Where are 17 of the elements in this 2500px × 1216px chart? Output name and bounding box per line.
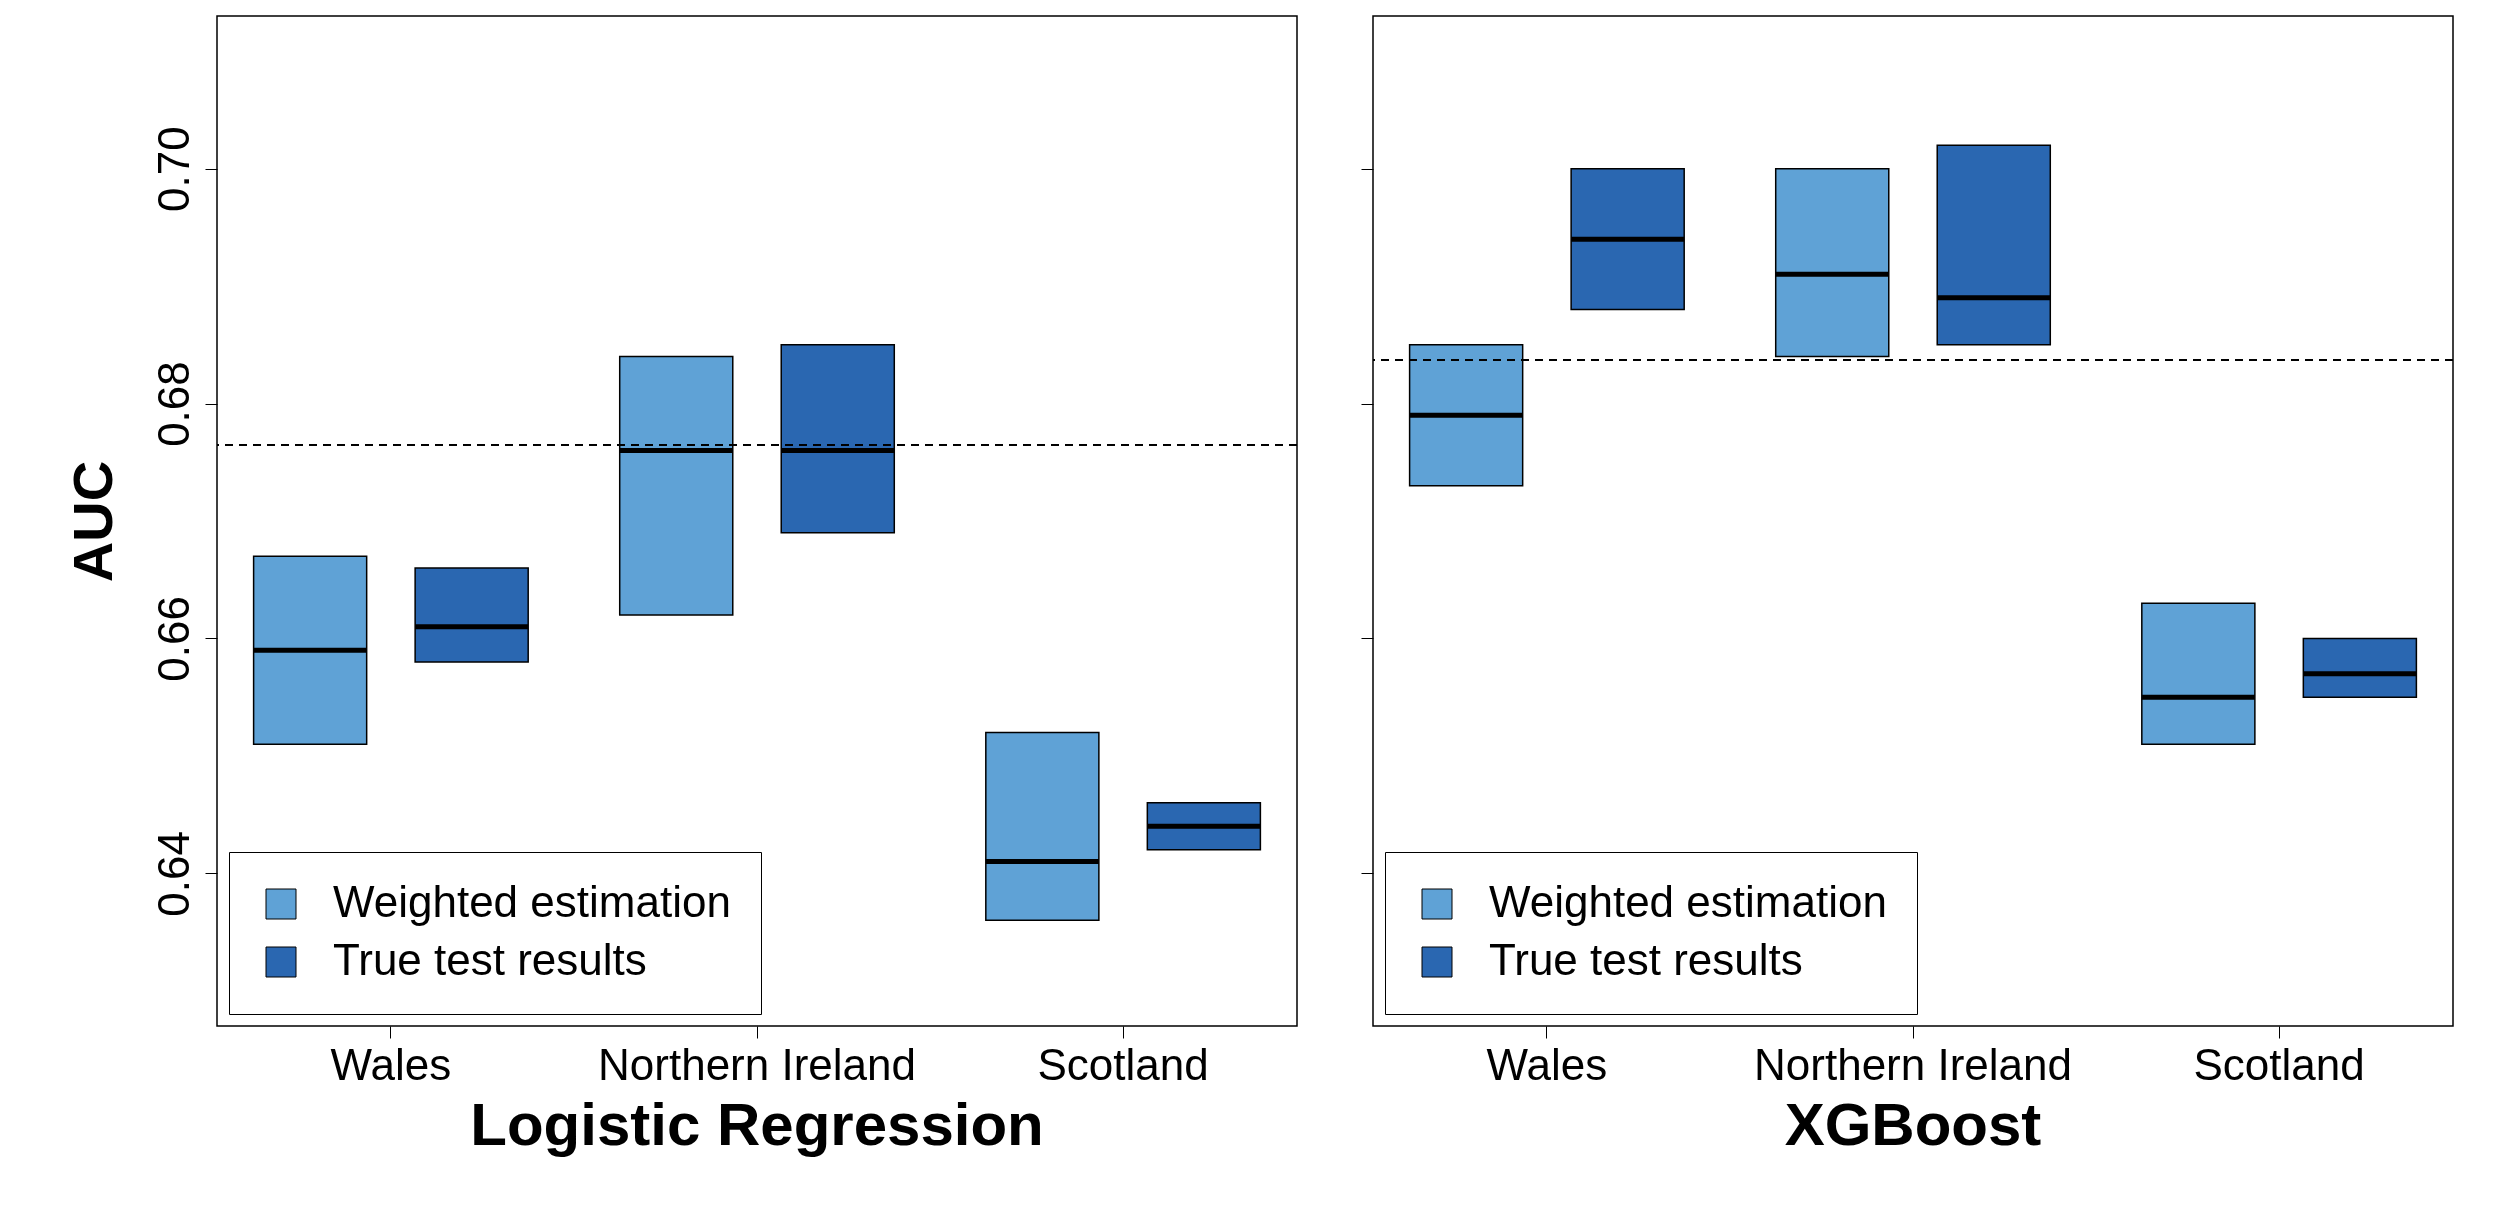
y-tick-label: 0.68 — [148, 361, 198, 447]
x-tick-label: Wales — [1486, 1039, 1608, 1089]
legend-label: Weighted estimation — [333, 877, 731, 926]
x-tick-label: Scotland — [2193, 1039, 2365, 1089]
text: XGBoost — [1784, 1091, 2042, 1158]
y-tick-label: 0.66 — [148, 596, 198, 682]
y-axis-title: AUC — [60, 460, 124, 583]
x-tick-label: Northern Ireland — [598, 1039, 916, 1089]
y-tick-label: 0.64 — [148, 831, 198, 917]
y-tick-label: 0.70 — [148, 126, 198, 212]
legend-label: True test results — [333, 935, 647, 984]
text: Logistic Regression — [470, 1091, 1044, 1158]
x-tick-label: Northern Ireland — [1754, 1039, 2072, 1089]
x-tick-label: Scotland — [1037, 1039, 1209, 1089]
x-tick-label: Wales — [330, 1039, 452, 1089]
legend-label: True test results — [1489, 935, 1803, 984]
legend-label: Weighted estimation — [1489, 877, 1887, 926]
